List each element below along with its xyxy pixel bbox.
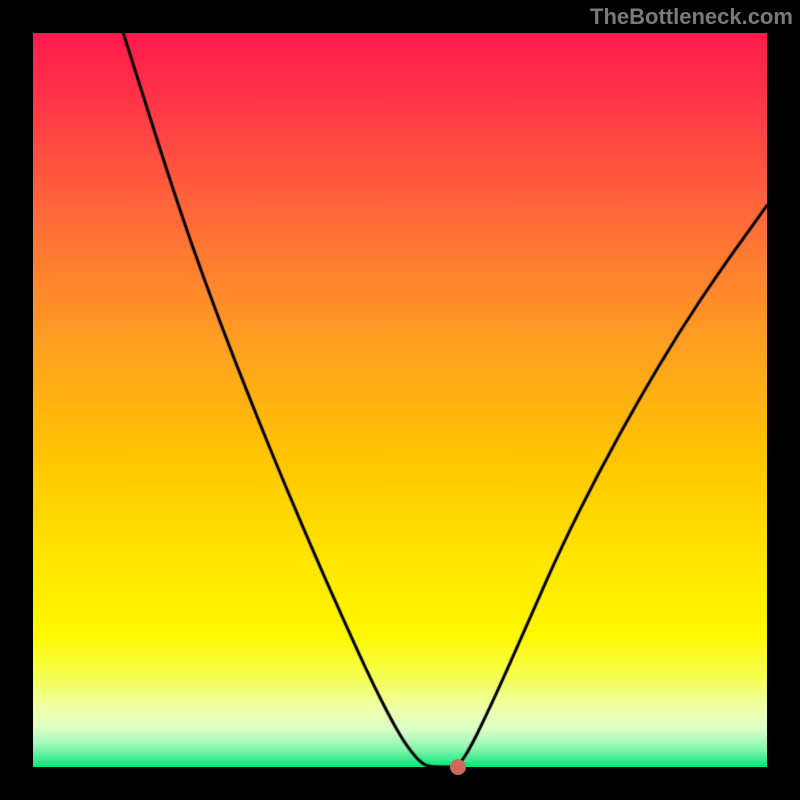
watermark-text: TheBottleneck.com (590, 4, 793, 30)
gradient-background (33, 33, 767, 767)
optimal-point-marker (450, 759, 466, 775)
chart-container: TheBottleneck.com (0, 0, 800, 800)
